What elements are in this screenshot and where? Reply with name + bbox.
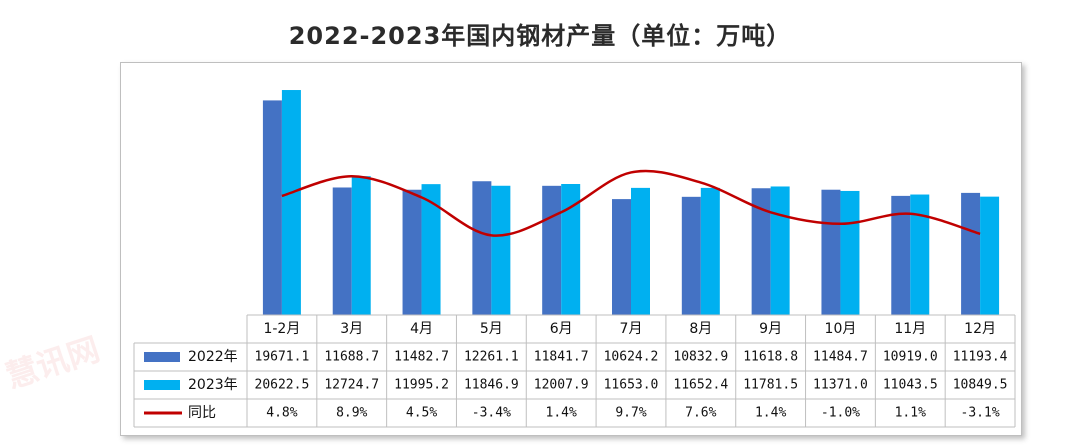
value-label-2-6: 7.6%: [685, 406, 716, 421]
value-label-0-5: 10624.2: [604, 350, 659, 365]
value-label-2-5: 9.7%: [615, 406, 646, 421]
category-label-6: 8月: [689, 321, 712, 337]
bar-2022-2: [402, 189, 422, 315]
value-label-0-2: 11482.7: [394, 350, 449, 365]
bar-2023-2: [421, 184, 441, 315]
value-label-0-4: 11841.7: [534, 350, 589, 365]
value-label-0-3: 12261.1: [464, 350, 519, 365]
bar-2023-4: [561, 184, 581, 315]
bar-2023-10: [980, 196, 1000, 315]
value-label-0-6: 10832.9: [673, 350, 728, 365]
bar-2022-9: [891, 195, 911, 315]
bar-2022-10: [961, 192, 981, 315]
value-label-0-8: 11484.7: [813, 350, 868, 365]
category-label-8: 10月: [825, 321, 857, 337]
bar-2022-0: [262, 100, 282, 315]
bar-2023-9: [910, 194, 930, 315]
legend-label-0: 2022年: [188, 349, 238, 365]
legend-label-2: 同比: [188, 405, 216, 421]
bar-2022-6: [681, 196, 701, 315]
bar-2023-8: [840, 190, 860, 315]
value-label-0-10: 11193.4: [953, 350, 1008, 365]
value-label-2-9: 1.1%: [895, 406, 926, 421]
value-label-2-1: 8.9%: [336, 406, 367, 421]
yoy-line: [281, 169, 981, 237]
value-label-0-1: 11688.7: [324, 350, 379, 365]
category-label-0: 1-2月: [263, 321, 300, 337]
category-label-4: 6月: [550, 321, 573, 337]
value-label-1-7: 11781.5: [743, 378, 798, 393]
bar-2023-0: [281, 90, 301, 315]
value-label-2-4: 1.4%: [546, 406, 577, 421]
bar-2023-7: [770, 186, 790, 315]
value-label-1-4: 12007.9: [534, 378, 589, 393]
bar-2023-6: [700, 187, 720, 315]
bar-2022-8: [821, 189, 841, 315]
category-label-2: 4月: [410, 321, 433, 337]
legend-swatch-1: [144, 380, 180, 390]
bar-2022-5: [612, 199, 631, 315]
value-label-2-7: 1.4%: [755, 406, 786, 421]
value-label-1-10: 10849.5: [953, 378, 1008, 393]
value-label-2-10: -3.1%: [961, 406, 1000, 421]
legend-swatch-0: [144, 352, 180, 362]
value-label-1-5: 11653.0: [604, 378, 659, 393]
category-label-1: 3月: [340, 321, 363, 337]
value-label-1-3: 11846.9: [464, 378, 519, 393]
value-label-0-9: 10919.0: [883, 350, 938, 365]
value-label-2-8: -1.0%: [821, 406, 860, 421]
value-label-1-1: 12724.7: [324, 378, 379, 393]
category-label-5: 7月: [620, 321, 643, 337]
value-label-1-0: 20622.5: [255, 378, 310, 393]
bar-2022-1: [332, 187, 352, 315]
category-label-7: 9月: [759, 321, 782, 337]
value-label-2-0: 4.8%: [266, 406, 297, 421]
value-label-1-9: 11043.5: [883, 378, 938, 393]
category-label-3: 5月: [480, 321, 503, 337]
chart-title: 2022-2023年国内钢材产量（单位：万吨）: [288, 22, 792, 50]
bar-2022-3: [472, 181, 492, 315]
bar-2022-4: [542, 185, 562, 315]
bar-2023-5: [631, 187, 650, 315]
value-label-1-6: 11652.4: [673, 378, 728, 393]
value-label-1-2: 11995.2: [394, 378, 449, 393]
value-label-2-2: 4.5%: [406, 406, 437, 421]
value-label-2-3: -3.4%: [472, 406, 511, 421]
legend-label-1: 2023年: [188, 377, 238, 393]
category-label-9: 11月: [894, 321, 926, 337]
value-label-0-7: 11618.8: [743, 350, 798, 365]
bar-2022-7: [751, 188, 771, 315]
bar-2023-1: [351, 176, 371, 315]
category-label-10: 12月: [964, 321, 996, 337]
value-label-1-8: 11371.0: [813, 378, 868, 393]
bar-2023-3: [491, 185, 511, 315]
value-label-0-0: 19671.1: [255, 350, 310, 365]
